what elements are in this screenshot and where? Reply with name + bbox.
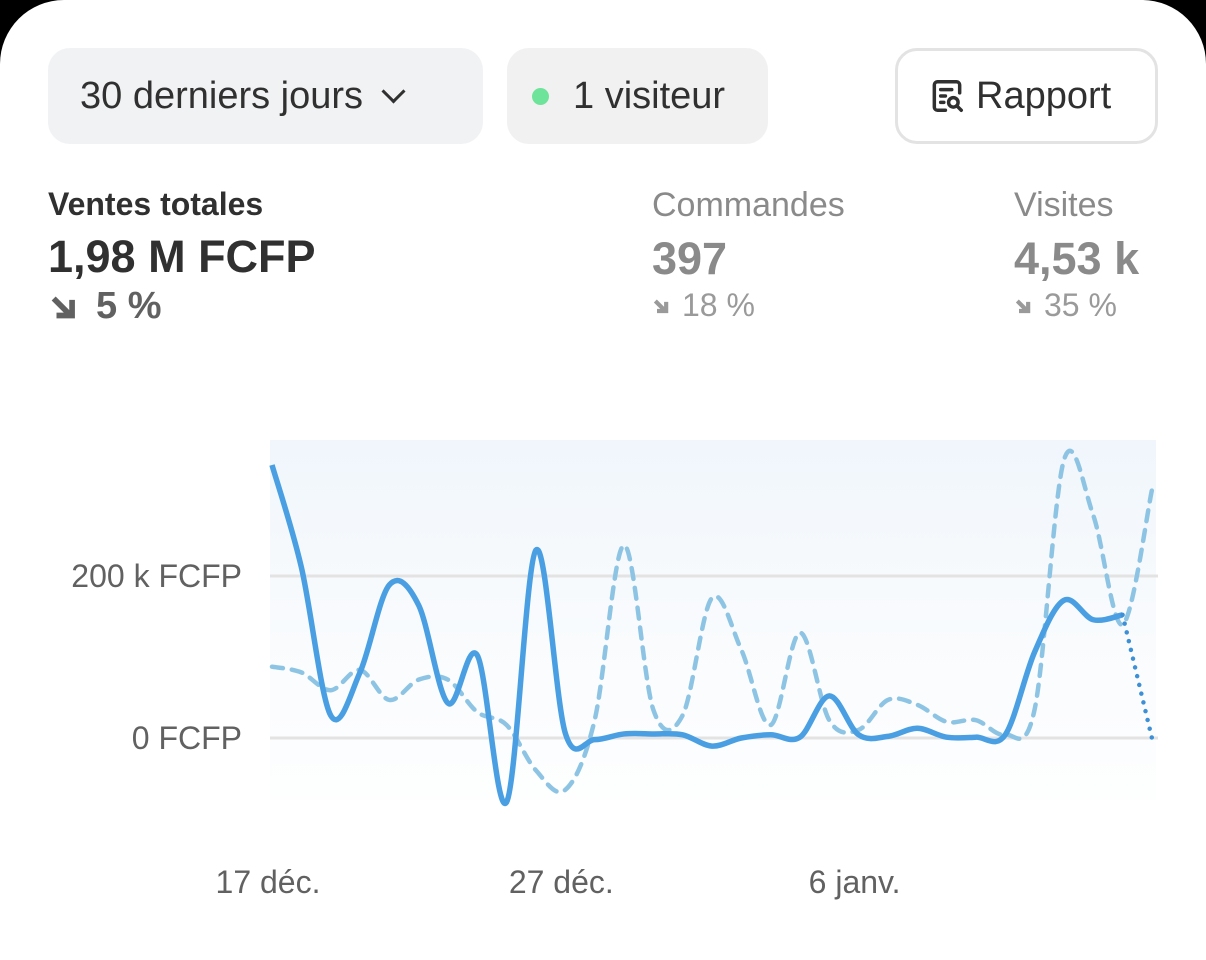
x-tick-label: 6 janv. (808, 864, 901, 900)
comparison-series-line (269, 448, 1155, 795)
metric-label: Commandes (652, 186, 845, 224)
chart-area-background (270, 440, 1156, 800)
y-tick-label: 0 FCFP (131, 720, 242, 756)
metric-value: 1,98 M FCFP (48, 231, 316, 282)
x-tick-label: 17 déc. (215, 864, 321, 900)
metric-visits[interactable]: Visites 4,53 k 35 % (1014, 186, 1139, 324)
live-visitors-label: 1 visiteur (573, 74, 726, 117)
metric-delta: 18 % (652, 287, 845, 324)
metric-label: Visites (1014, 186, 1114, 224)
metric-total-sales[interactable]: Ventes totales 1,98 M FCFP 5 % (48, 186, 316, 328)
metric-label: Ventes totales (48, 186, 264, 222)
arrow-down-right-icon (51, 295, 75, 318)
report-button[interactable]: Rapport (895, 48, 1158, 144)
current-series-line (269, 464, 1124, 807)
date-range-label: 30 derniers jours (80, 74, 364, 117)
metric-delta-text: 5 % (96, 285, 162, 327)
metric-delta-text: 18 % (682, 287, 755, 323)
live-visitors-button[interactable]: 1 visiteur (507, 48, 768, 144)
x-tick-label: 27 déc. (508, 864, 614, 900)
metric-value: 397 (652, 233, 728, 284)
date-range-dropdown[interactable]: 30 derniers jours (48, 48, 483, 144)
y-tick-label: 200 k FCFP (71, 558, 242, 594)
live-dot-icon (532, 87, 549, 105)
arrow-down-right-icon (653, 299, 669, 313)
metric-delta: 35 % (1014, 287, 1139, 324)
arrow-down-right-icon (1015, 299, 1031, 313)
metric-value: 4,53 k (1014, 233, 1140, 284)
report-search-icon (932, 80, 963, 112)
projected-series-line (1120, 612, 1155, 741)
metric-orders[interactable]: Commandes 397 18 % (652, 186, 845, 324)
metric-delta-text: 35 % (1044, 287, 1117, 323)
report-label: Rapport (976, 74, 1112, 117)
metric-delta: 5 % (48, 285, 316, 328)
